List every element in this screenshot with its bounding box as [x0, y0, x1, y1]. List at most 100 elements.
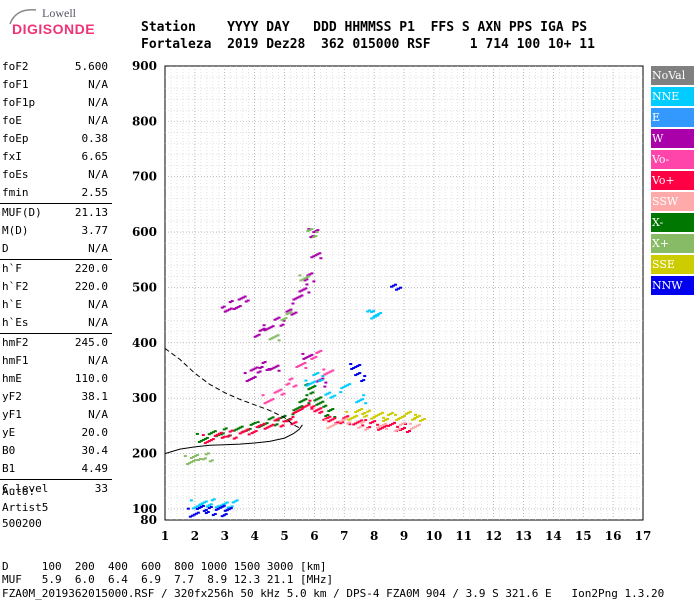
param-name: fmin	[2, 186, 29, 199]
data-point	[193, 454, 197, 457]
data-point	[302, 288, 306, 291]
data-point	[354, 374, 358, 377]
data-point	[282, 392, 286, 395]
data-point	[399, 428, 402, 431]
footer-file-info: FZA0M_2019362015000.RSF / 320fx256h 50 k…	[2, 587, 665, 600]
data-point	[333, 394, 337, 397]
data-point	[236, 427, 240, 430]
data-point	[268, 368, 272, 371]
legend-item: Vo+	[651, 171, 694, 190]
param-value: 21.13	[74, 206, 108, 219]
data-point	[222, 514, 226, 517]
data-point	[318, 411, 322, 414]
data-point	[364, 419, 368, 422]
data-point	[314, 254, 318, 257]
data-point	[315, 231, 319, 234]
data-point	[361, 398, 365, 401]
data-point	[297, 364, 301, 367]
data-point	[287, 382, 291, 385]
chart-grid	[164, 65, 644, 521]
data-point	[201, 434, 205, 437]
x-tick-label: 16	[605, 529, 622, 543]
data-point	[243, 295, 247, 298]
data-point	[290, 313, 294, 316]
data-point	[289, 418, 293, 421]
param-row: B0 30.4	[0, 442, 112, 460]
data-point	[206, 452, 210, 455]
data-point	[207, 507, 211, 510]
data-point	[351, 416, 355, 419]
data-point	[246, 428, 250, 431]
data-point	[307, 402, 311, 405]
data-point	[205, 436, 209, 439]
x-tick-label: 17	[635, 529, 652, 543]
param-row: foEs N/A	[0, 166, 112, 184]
data-point	[211, 438, 215, 441]
data-point	[325, 372, 329, 375]
data-point	[385, 427, 389, 430]
data-point	[253, 335, 257, 338]
y-tick-label: 400	[132, 336, 157, 350]
param-value: 20.0	[81, 426, 109, 439]
data-point	[387, 413, 391, 416]
data-point	[352, 423, 356, 426]
data-point	[326, 416, 330, 419]
param-name: yF1	[2, 408, 22, 421]
data-point	[237, 298, 241, 301]
data-point	[222, 504, 226, 507]
data-point	[315, 398, 319, 401]
data-point	[232, 308, 236, 311]
data-point	[305, 276, 309, 279]
data-point	[362, 420, 366, 423]
data-point	[214, 506, 218, 509]
data-point	[328, 415, 332, 418]
data-point	[321, 377, 325, 380]
data-point	[252, 431, 256, 434]
data-point	[301, 352, 305, 355]
param-value: N/A	[88, 298, 108, 311]
data-point	[408, 410, 412, 413]
data-point	[282, 319, 286, 322]
data-point	[324, 381, 328, 384]
data-point	[211, 514, 215, 517]
data-point	[310, 407, 314, 410]
data-point	[250, 432, 254, 435]
data-point	[386, 417, 390, 420]
data-point	[377, 313, 381, 316]
data-point	[361, 413, 365, 416]
data-point	[345, 417, 349, 420]
data-point	[319, 401, 323, 404]
data-point	[363, 412, 367, 415]
header-values: Fortaleza 2019 Dez28 362 015000 RSF 1 71…	[141, 37, 595, 52]
data-point	[328, 391, 332, 394]
data-point	[221, 503, 225, 506]
data-point	[415, 415, 419, 418]
data-point	[413, 416, 417, 419]
data-point	[279, 324, 283, 327]
data-point	[257, 426, 261, 429]
data-point	[310, 357, 314, 360]
data-point	[263, 329, 267, 332]
x-tick-label: 1	[161, 529, 169, 543]
data-point	[288, 378, 292, 381]
data-point	[373, 420, 377, 423]
data-point	[235, 499, 239, 502]
data-point	[349, 417, 353, 420]
data-point	[381, 426, 385, 429]
data-point	[326, 392, 330, 395]
data-point	[376, 423, 380, 426]
data-point	[285, 383, 289, 386]
data-point	[312, 231, 316, 234]
data-point	[363, 415, 367, 418]
data-point	[229, 507, 233, 510]
data-point	[362, 394, 366, 397]
data-point	[269, 424, 273, 427]
data-point	[191, 455, 195, 458]
param-row: foF1 N/A	[0, 76, 112, 94]
data-point	[406, 430, 409, 433]
data-point	[304, 398, 308, 401]
data-point	[334, 423, 338, 426]
data-point	[292, 385, 296, 388]
data-point	[379, 412, 383, 415]
data-point	[185, 463, 189, 466]
